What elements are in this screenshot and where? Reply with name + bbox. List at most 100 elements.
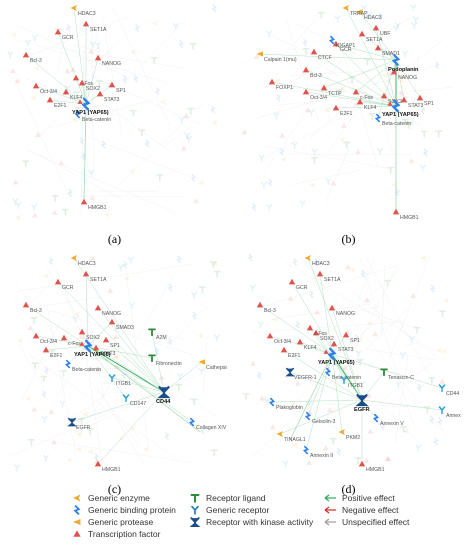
background-node <box>408 335 415 343</box>
legend-label: Generic enzyme <box>88 493 150 503</box>
node-vegfr-1: VEGFR-1 <box>285 367 317 381</box>
background-node <box>27 325 34 331</box>
background-node <box>415 444 422 452</box>
edge <box>25 54 87 105</box>
background-node <box>309 182 316 188</box>
node-bcl-3: Bcl-3 <box>256 301 276 314</box>
background-node <box>172 22 179 30</box>
node-label: Collagen XIV <box>196 425 227 431</box>
edge <box>319 273 333 355</box>
background-node <box>257 321 264 329</box>
background-node <box>164 432 170 440</box>
node-label: Bcl-3 <box>264 308 276 314</box>
background-edge <box>156 332 186 341</box>
background-edge <box>280 312 384 418</box>
node-nanog: NANOG <box>94 54 121 67</box>
background-node <box>154 347 160 355</box>
background-edge <box>395 353 409 444</box>
background-node <box>334 15 341 23</box>
background-node <box>25 396 32 402</box>
edge <box>305 91 397 107</box>
node-foxp1: FOXP1 <box>268 78 293 91</box>
node-c-fos: c-Fos <box>72 74 93 87</box>
background-edge <box>357 380 420 444</box>
node-label: STAT3 <box>100 351 115 357</box>
background-node <box>61 208 69 216</box>
background-node <box>253 53 260 59</box>
background-node <box>258 154 265 162</box>
node-annexin-i: Annexin I <box>438 406 461 419</box>
background-node <box>420 130 428 138</box>
background-node <box>31 34 38 42</box>
background-node <box>67 188 73 197</box>
background-node <box>89 41 96 49</box>
node-klf4: KLF4 <box>356 98 377 111</box>
legend-item-receptor: Generic receptor <box>188 505 269 515</box>
node-label: GCR <box>62 35 74 41</box>
node-label: STAT3 <box>408 103 423 109</box>
node-a2m: A2M <box>148 328 167 341</box>
node-label: Gelsolin-3 <box>312 419 335 425</box>
legend-item-binding: Generic binding protein <box>70 505 176 515</box>
edge <box>97 391 165 465</box>
background-node <box>385 456 392 462</box>
node-label: ITGB1 <box>116 381 131 387</box>
edge <box>87 345 153 359</box>
background-node <box>159 99 166 105</box>
node-beta-catenin: Beta-catenin <box>64 359 101 373</box>
node-ubf: UBF <box>372 24 390 37</box>
background-edge <box>97 387 146 467</box>
background-node <box>84 108 90 116</box>
background-node <box>355 350 362 358</box>
background-edge <box>69 66 201 125</box>
background-node <box>133 74 139 83</box>
background-node <box>264 397 270 405</box>
node-label: UBF <box>380 31 390 37</box>
background-edge <box>356 259 374 303</box>
background-node <box>93 453 100 461</box>
edge <box>315 332 363 401</box>
node-label: Fibronectin <box>156 361 182 367</box>
enzyme-icon <box>72 494 81 502</box>
background-node <box>247 253 254 262</box>
background-node <box>15 202 22 210</box>
ligand-icon <box>190 493 200 503</box>
background-node <box>275 94 282 102</box>
background-edge <box>254 66 435 119</box>
background-node <box>42 454 49 462</box>
background-node <box>366 11 373 19</box>
background-node <box>199 426 206 435</box>
background-node <box>367 95 374 103</box>
background-node <box>118 436 125 442</box>
background-node <box>343 141 351 149</box>
background-edge <box>290 14 418 83</box>
node-collagen-xiv: Collagen XIV <box>188 417 227 431</box>
node-label: SP1 <box>116 88 126 94</box>
panel-label-c: (c) <box>107 482 122 496</box>
background-node <box>213 334 220 342</box>
background-node <box>381 72 388 78</box>
background-edge <box>351 291 436 357</box>
background-node <box>410 4 417 12</box>
background-node <box>112 323 119 331</box>
background-node <box>79 137 85 145</box>
background-edge <box>292 48 423 127</box>
node-label: PKM2 <box>346 435 360 441</box>
background-edge <box>335 29 379 170</box>
node-label: SMAD1 <box>382 51 400 57</box>
background-node <box>356 358 364 366</box>
background-edge <box>94 17 188 113</box>
background-node <box>412 16 419 24</box>
background-edge <box>71 44 112 55</box>
node-egfr: EGFR <box>67 417 91 431</box>
background-node <box>86 428 94 436</box>
background-node <box>326 407 333 413</box>
background-edge <box>403 343 418 346</box>
node-label: Annexin II <box>310 453 333 459</box>
node-label: Bcl-3 <box>30 58 42 64</box>
background-node <box>292 258 298 266</box>
